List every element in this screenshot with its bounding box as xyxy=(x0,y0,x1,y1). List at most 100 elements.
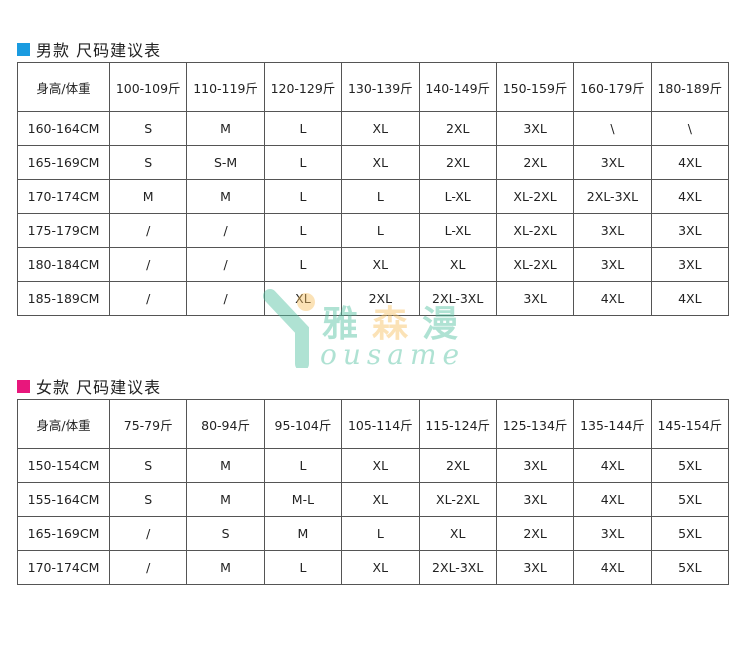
size-cell: S-M xyxy=(186,145,265,180)
row-label-cell: 165-169CM xyxy=(17,516,110,551)
row-label-cell: 165-169CM xyxy=(17,145,110,180)
size-cell: 3XL xyxy=(573,213,652,248)
table-row: 160-164CM S M L XL 2XL 3XL \ \ xyxy=(17,111,730,146)
svg-text:ousame: ousame xyxy=(320,338,465,368)
size-cell: 135-144斤 xyxy=(573,399,652,449)
size-cell: 3XL xyxy=(495,281,575,316)
size-cell: M xyxy=(108,179,188,214)
size-cell: / xyxy=(186,247,265,282)
size-cell: 2XL-3XL xyxy=(418,550,497,585)
row-label-cell: 180-184CM xyxy=(17,247,110,282)
size-cell: 100-109斤 xyxy=(108,62,188,112)
pink-square-icon xyxy=(17,379,30,393)
size-cell: 105-114斤 xyxy=(341,399,420,449)
size-cell: 160-179斤 xyxy=(573,62,652,112)
row-label-cell: 155-164CM xyxy=(17,482,110,517)
size-cell: / xyxy=(186,281,265,316)
men-size-title: 男款 尺码建议表 xyxy=(17,37,161,61)
size-cell: M xyxy=(186,448,265,483)
table-row: 170-174CM M M L L L-XL XL-2XL 2XL-3XL 4XL xyxy=(17,179,730,214)
size-cell: 80-94斤 xyxy=(186,399,265,449)
table-row: 185-189CM / / XL 2XL 2XL-3XL 3XL 4XL 4XL xyxy=(17,281,730,316)
size-cell: / xyxy=(108,247,188,282)
size-cell: 3XL xyxy=(495,550,575,585)
size-cell: 120-129斤 xyxy=(263,62,343,112)
size-cell: 3XL xyxy=(495,448,575,483)
row-label-cell: 170-174CM xyxy=(17,550,110,585)
size-cell: 3XL xyxy=(495,111,575,146)
size-cell: L-XL xyxy=(418,213,497,248)
size-cell: 4XL xyxy=(650,179,730,214)
size-cell: 2XL-3XL xyxy=(418,281,497,316)
size-cell: 3XL xyxy=(573,145,652,180)
table-row: 175-179CM / / L L L-XL XL-2XL 3XL 3XL xyxy=(17,213,730,248)
size-cell: L xyxy=(263,550,343,585)
size-cell: 2XL xyxy=(495,516,575,551)
size-cell: 4XL xyxy=(650,281,730,316)
blue-square-icon xyxy=(17,42,30,56)
row-label-cell: 175-179CM xyxy=(17,213,110,248)
table-row: 165-169CM / S M L XL 2XL 3XL 5XL xyxy=(17,516,730,551)
size-cell: L-XL xyxy=(418,179,497,214)
size-cell: XL xyxy=(341,145,420,180)
size-cell: M xyxy=(263,516,343,551)
table-row: 155-164CM S M M-L XL XL-2XL 3XL 4XL 5XL xyxy=(17,482,730,517)
size-cell: 2XL xyxy=(418,448,497,483)
size-cell: S xyxy=(108,448,188,483)
size-cell: XL-2XL xyxy=(495,213,575,248)
size-cell: 2XL xyxy=(418,145,497,180)
size-cell: M xyxy=(186,179,265,214)
size-cell: 95-104斤 xyxy=(263,399,343,449)
size-cell: 5XL xyxy=(650,482,730,517)
size-cell: \ xyxy=(650,111,730,146)
size-cell: 2XL xyxy=(341,281,420,316)
size-cell: / xyxy=(108,213,188,248)
size-cell: L xyxy=(263,111,343,146)
size-cell: 180-189斤 xyxy=(650,62,730,112)
size-cell: 150-159斤 xyxy=(495,62,575,112)
table-row: 165-169CM S S-M L XL 2XL 2XL 3XL 4XL xyxy=(17,145,730,180)
size-cell: M xyxy=(186,111,265,146)
size-cell: / xyxy=(186,213,265,248)
size-cell: 4XL xyxy=(650,145,730,180)
size-cell: L xyxy=(263,247,343,282)
size-cell: 115-124斤 xyxy=(418,399,497,449)
size-cell: XL xyxy=(263,281,343,316)
size-cell: XL xyxy=(341,482,420,517)
row-label-cell: 身高/体重 xyxy=(17,399,110,449)
size-cell: XL xyxy=(418,516,497,551)
size-cell: M xyxy=(186,482,265,517)
size-cell: 4XL xyxy=(573,550,652,585)
size-cell: L xyxy=(341,179,420,214)
table-header-row: 身高/体重 100-109斤 110-119斤 120-129斤 130-139斤 140… xyxy=(17,62,730,112)
size-cell: S xyxy=(186,516,265,551)
size-cell: XL xyxy=(341,550,420,585)
size-cell: L xyxy=(263,145,343,180)
size-cell: / xyxy=(108,550,188,585)
size-cell: 2XL-3XL xyxy=(573,179,652,214)
table-row: 150-154CM S M L XL 2XL 3XL 4XL 5XL xyxy=(17,448,730,483)
size-cell: 5XL xyxy=(650,448,730,483)
size-cell: L xyxy=(263,179,343,214)
row-label-cell: 170-174CM xyxy=(17,179,110,214)
size-cell: S xyxy=(108,145,188,180)
size-cell: 2XL xyxy=(418,111,497,146)
size-cell: 3XL xyxy=(573,516,652,551)
size-cell: 2XL xyxy=(495,145,575,180)
men-size-table: 身高/体重 100-109斤 110-119斤 120-129斤 130-139斤 140… xyxy=(17,62,730,316)
size-cell: L xyxy=(263,213,343,248)
size-cell: 140-149斤 xyxy=(418,62,497,112)
women-size-table: 身高/体重 75-79斤 80-94斤 95-104斤 105-114斤 115-124斤… xyxy=(17,399,730,585)
size-cell: M xyxy=(186,550,265,585)
size-cell: XL xyxy=(341,247,420,282)
size-cell: XL xyxy=(341,111,420,146)
size-cell: 145-154斤 xyxy=(650,399,730,449)
size-cell: 5XL xyxy=(650,550,730,585)
size-cell: M-L xyxy=(263,482,343,517)
size-cell: 3XL xyxy=(650,247,730,282)
size-cell: 3XL xyxy=(573,247,652,282)
size-cell: XL xyxy=(341,448,420,483)
size-cell: L xyxy=(341,516,420,551)
size-cell: / xyxy=(108,516,188,551)
row-label-cell: 身高/体重 xyxy=(17,62,110,112)
